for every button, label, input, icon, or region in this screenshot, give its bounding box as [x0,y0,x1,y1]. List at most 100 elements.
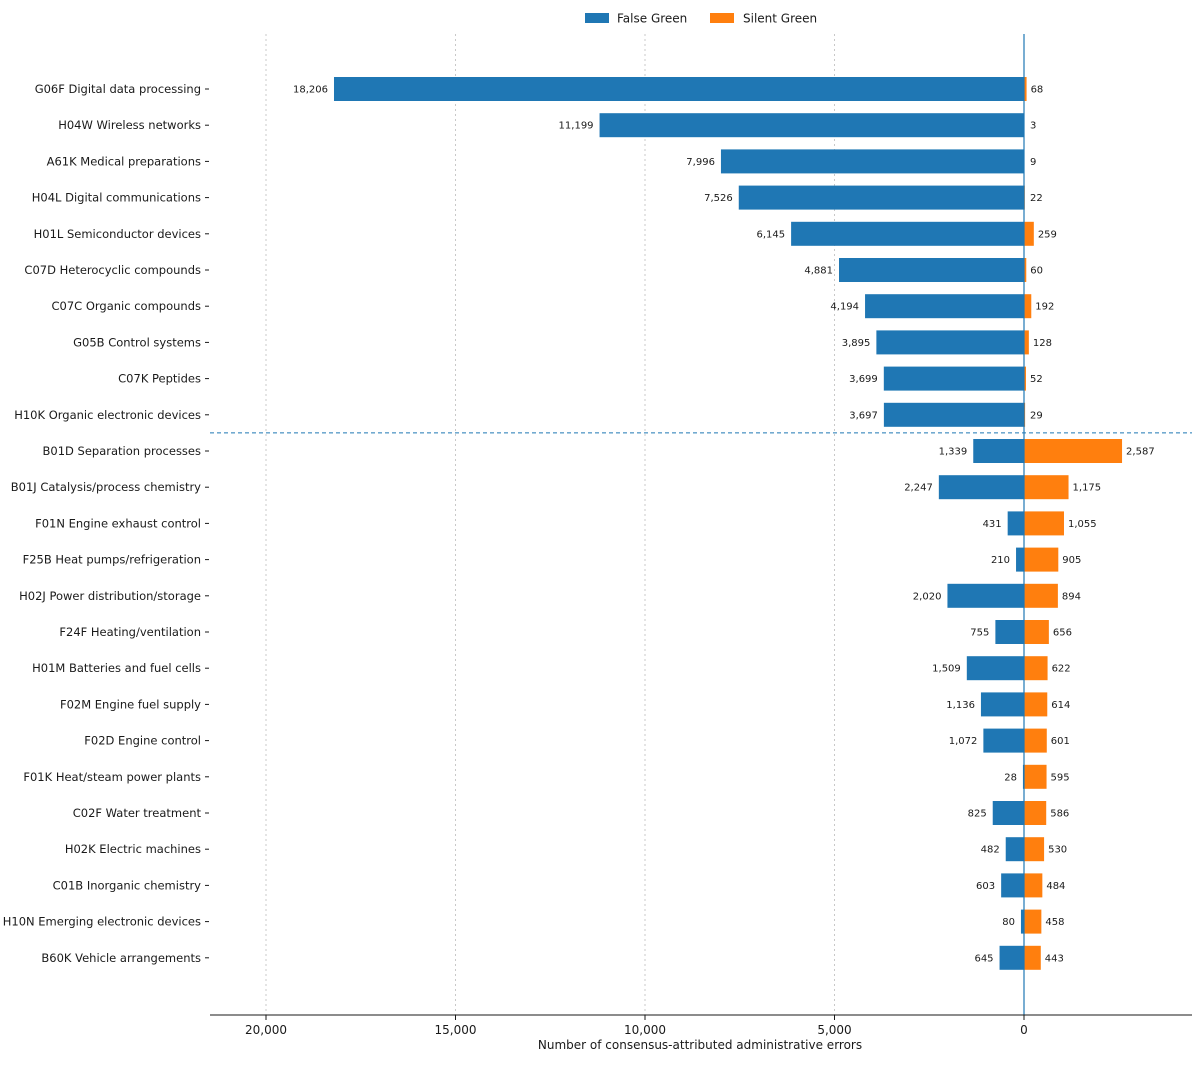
category-label: F01K Heat/steam power plants [23,770,201,784]
value-label-silent-green: 614 [1051,700,1070,711]
legend-swatch-false-green [585,13,609,23]
bar-false-green [599,113,1024,138]
value-label-false-green: 3,699 [849,374,878,385]
value-label-false-green: 1,072 [949,736,978,747]
category-label: H01L Semiconductor devices [34,227,201,241]
value-label-false-green: 7,996 [686,157,715,168]
value-label-false-green: 1,339 [939,447,968,458]
bar-false-green [983,728,1024,753]
x-axis: 20,000 15,000 10,000 5,000 0 [210,34,1192,1037]
value-label-false-green: 4,194 [830,302,859,313]
category-label: B01J Catalysis/process chemistry [11,480,201,494]
bar-silent-green [1024,837,1045,862]
category-label: C02F Water treatment [73,806,202,820]
category-label: C07K Peptides [118,372,201,386]
bar-silent-green [1024,583,1058,608]
value-label-silent-green: 1,175 [1073,483,1102,494]
category-labels: G06F Digital data processing H04W Wireles… [3,82,209,965]
legend-label-silent-green: Silent Green [743,12,817,26]
category-label: B60K Vehicle arrangements [41,951,201,965]
bar-silent-green [1024,221,1034,246]
bar-silent-green [1024,294,1032,319]
value-label-silent-green: 484 [1046,881,1065,892]
value-label-false-green: 431 [983,519,1002,530]
category-label: F25B Heat pumps/refrigeration [23,553,201,567]
value-label-false-green: 825 [968,809,987,820]
value-label-false-green: 2,020 [913,591,942,602]
bar-false-green [333,77,1024,101]
category-label: G05B Control systems [73,335,201,349]
bar-silent-green [1024,764,1047,789]
value-label-silent-green: 530 [1048,845,1067,856]
bar-false-green [883,402,1024,427]
value-label-false-green: 1,509 [932,664,961,675]
value-label-false-green: 7,526 [704,193,733,204]
bar-silent-green [1024,330,1029,355]
value-label-silent-green: 586 [1050,809,1069,820]
category-label: B01D Separation processes [43,444,201,458]
value-label-silent-green: 2,587 [1126,447,1155,458]
bar-false-green [791,221,1024,246]
bar-false-green [865,294,1024,319]
category-label: C01B Inorganic chemistry [53,878,202,892]
bar-silent-green [1024,945,1041,970]
value-label-false-green: 3,895 [842,338,871,349]
legend-swatch-silent-green [710,13,734,23]
gridlines [210,34,1192,1015]
x-tick-label: 5,000 [817,1023,851,1037]
value-label-false-green: 4,881 [804,266,833,277]
value-label-false-green: 3,697 [849,410,878,421]
x-tick-label: 20,000 [245,1023,287,1037]
value-label-silent-green: 656 [1053,628,1072,639]
value-label-silent-green: 894 [1062,591,1081,602]
bar-false-green [738,185,1024,210]
bar-silent-green [1024,801,1047,825]
value-label-false-green: 210 [991,555,1010,566]
value-label-false-green: 755 [970,628,989,639]
bar-false-green [1020,909,1024,934]
bar-silent-green [1024,909,1042,934]
value-label-silent-green: 905 [1062,555,1081,566]
value-label-silent-green: 259 [1038,229,1057,240]
bar-silent-green [1024,873,1043,898]
bar-false-green [947,583,1024,608]
category-label: F02M Engine fuel supply [60,697,201,711]
bar-false-green [720,149,1024,174]
bar-silent-green [1024,77,1027,101]
bar-false-green [1016,547,1024,572]
category-label: F24F Heating/ventilation [59,625,201,639]
bar-false-green [839,258,1024,282]
value-label-silent-green: 458 [1045,917,1064,928]
bar-silent-green [1024,475,1069,500]
bar-silent-green [1024,439,1123,463]
x-tick-label: 15,000 [435,1023,477,1037]
category-label: H04L Digital communications [32,191,201,205]
bar-false-green [992,801,1024,825]
bar-silent-green [1024,620,1049,644]
legend-label-false-green: False Green [617,12,687,26]
category-label: H10N Emerging electronic devices [3,915,201,929]
value-label-silent-green: 601 [1051,736,1070,747]
bar-silent-green [1024,511,1064,536]
category-label: A61K Medical preparations [47,154,201,168]
bar-false-green [1005,837,1024,862]
value-label-silent-green: 60 [1030,266,1043,277]
bar-false-green [973,439,1024,463]
value-label-silent-green: 29 [1030,410,1043,421]
value-label-false-green: 11,199 [559,121,594,132]
bar-silent-green [1024,258,1027,282]
bars: 18,206 68 11,199 3 7,996 9 7,526 22 6,145 259 4,88… [293,77,1155,970]
value-label-false-green: 603 [976,881,995,892]
bar-silent-green [1024,547,1059,572]
bar-false-green [999,945,1024,970]
bar-silent-green [1024,656,1048,681]
category-label: H10K Organic electronic devices [14,408,201,422]
value-label-silent-green: 68 [1031,85,1044,96]
category-label: G06F Digital data processing [35,82,201,96]
value-label-false-green: 6,145 [756,229,785,240]
value-label-silent-green: 443 [1045,953,1064,964]
category-label: H01M Batteries and fuel cells [32,661,201,675]
value-label-silent-green: 128 [1033,338,1052,349]
